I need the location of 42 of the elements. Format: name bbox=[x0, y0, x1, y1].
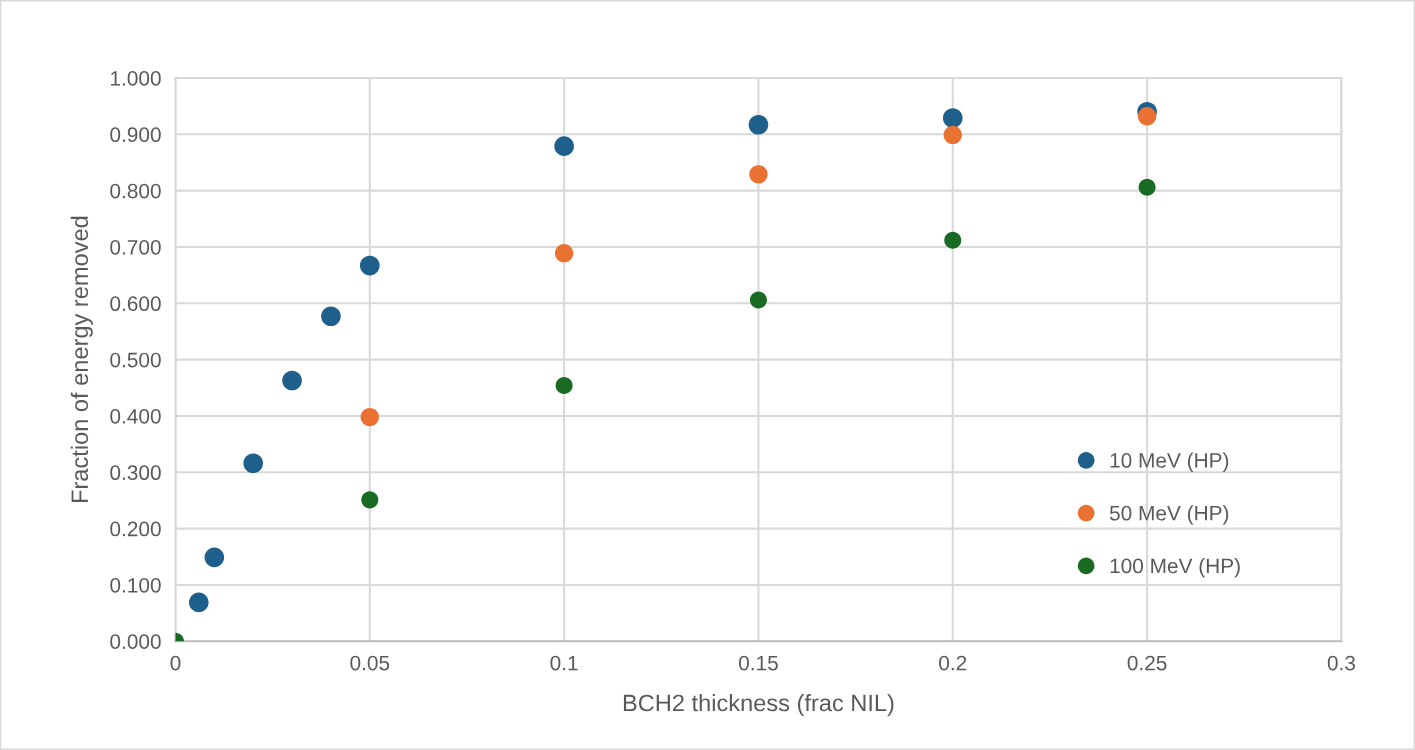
point bbox=[321, 306, 341, 327]
point bbox=[1138, 178, 1156, 196]
y-tick-label: 0.200 bbox=[110, 521, 161, 537]
point bbox=[360, 407, 379, 427]
y-tick-label: 0.300 bbox=[110, 465, 161, 481]
point bbox=[749, 165, 768, 184]
y-tick-label: 0.600 bbox=[110, 296, 161, 312]
point bbox=[554, 243, 574, 263]
y-tick-label: 1.000 bbox=[111, 71, 161, 86]
x-tick-label: 0.3 bbox=[1327, 655, 1355, 671]
point bbox=[555, 377, 573, 395]
x-tick-label: 0 bbox=[170, 655, 181, 671]
x-tick-label: 0.15 bbox=[738, 655, 778, 671]
legend-label: 10 MeV (HP) bbox=[1110, 452, 1229, 472]
point bbox=[188, 592, 209, 613]
x-tick-label: 0.05 bbox=[350, 655, 390, 671]
point bbox=[554, 136, 574, 156]
y-tick-label: 0.700 bbox=[110, 239, 161, 255]
x-axis-title: BCH2 thickness (frac NIL) bbox=[623, 694, 894, 716]
x-tick-label: 0.25 bbox=[1127, 655, 1167, 671]
x-tick-label: 0.1 bbox=[550, 655, 578, 671]
point bbox=[361, 491, 379, 509]
point bbox=[749, 291, 767, 309]
y-tick-label: 0.100 bbox=[110, 577, 161, 593]
point bbox=[1137, 107, 1157, 126]
point bbox=[243, 453, 264, 474]
point bbox=[942, 108, 963, 128]
y-tick-label: 0.800 bbox=[110, 183, 161, 199]
legend-label: 50 MeV (HP) bbox=[1109, 505, 1229, 525]
legend-label: 100 MeV (HP) bbox=[1110, 558, 1240, 578]
y-tick-label: 0.000 bbox=[110, 634, 161, 649]
point bbox=[944, 231, 962, 249]
point bbox=[943, 125, 962, 145]
point bbox=[282, 370, 302, 391]
y-tick-label: 0.900 bbox=[110, 127, 161, 143]
point bbox=[204, 547, 225, 568]
x-tick-label: 0.2 bbox=[939, 655, 967, 671]
y-tick-label: 0.500 bbox=[110, 352, 161, 368]
point bbox=[359, 255, 380, 276]
y-axis-title: Fraction of energy removed bbox=[70, 216, 93, 503]
y-tick-label: 0.400 bbox=[110, 408, 161, 424]
point bbox=[748, 114, 769, 135]
